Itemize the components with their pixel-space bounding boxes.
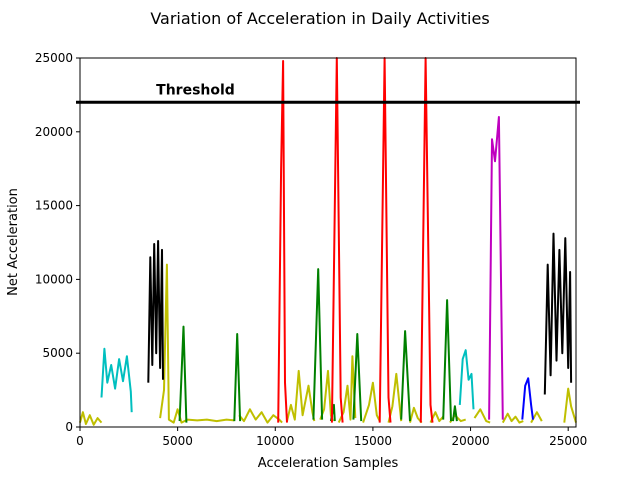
y-axis-label: Net Acceleration xyxy=(6,188,21,296)
y-tick-label: 5000 xyxy=(42,346,73,360)
series-0-segment-11 xyxy=(473,408,491,424)
series-0-segment-1 xyxy=(159,263,235,424)
series-3-segment-7 xyxy=(452,405,458,422)
chart-title: Variation of Acceleration in Daily Activ… xyxy=(150,9,489,28)
series-6-segment-0 xyxy=(521,377,534,420)
x-tick-label: 20000 xyxy=(451,434,489,448)
y-tick-label: 10000 xyxy=(35,272,73,286)
series-2-segment-0 xyxy=(147,240,164,383)
series-0-segment-8 xyxy=(409,406,423,424)
series-0-segment-12 xyxy=(501,412,524,424)
series-0-segment-2 xyxy=(238,408,283,424)
series-3-segment-2 xyxy=(312,268,324,420)
series-3-segment-1 xyxy=(233,333,242,422)
series-0-segment-3 xyxy=(286,369,316,422)
threshold: Threshold xyxy=(76,82,580,104)
y-tick-label: 25000 xyxy=(35,51,73,65)
series-1-segment-0 xyxy=(100,347,133,413)
series-5-segment-0 xyxy=(488,116,504,420)
plot-frame xyxy=(79,57,577,428)
series-4-segment-2 xyxy=(378,57,392,423)
series-0-segment-14 xyxy=(563,387,577,423)
series-2-segment-1 xyxy=(543,232,573,395)
x-axis: 0 5000 10000 15000 20000 25000 xyxy=(76,427,587,448)
series-3-segment-6 xyxy=(442,299,452,422)
series-4-segment-3 xyxy=(419,57,434,423)
series-4-segment-1 xyxy=(330,57,344,423)
series-4-segment-0 xyxy=(277,60,288,423)
x-tick-label: 0 xyxy=(76,434,84,448)
x-tick-label: 25000 xyxy=(549,434,587,448)
series-0-segment-0 xyxy=(79,411,103,426)
y-tick-label: 0 xyxy=(65,420,73,434)
y-tick-label: 20000 xyxy=(35,125,73,139)
series-3-segment-5 xyxy=(400,330,411,422)
threshold-label: Threshold xyxy=(156,82,235,98)
x-tick-label: 15000 xyxy=(354,434,392,448)
y-axis: 0 5000 10000 15000 20000 25000 xyxy=(35,51,80,434)
plot-area xyxy=(79,57,577,426)
series-0-segment-6 xyxy=(362,381,381,423)
series-3-segment-4 xyxy=(352,333,363,422)
x-tick-label: 5000 xyxy=(162,434,193,448)
series-3-segment-0 xyxy=(178,325,188,423)
series-0-segment-9 xyxy=(429,411,444,424)
y-tick-label: 15000 xyxy=(35,199,73,213)
series-1-segment-1 xyxy=(458,349,475,410)
x-tick-label: 10000 xyxy=(256,434,294,448)
x-axis-label: Acceleration Samples xyxy=(258,456,399,471)
